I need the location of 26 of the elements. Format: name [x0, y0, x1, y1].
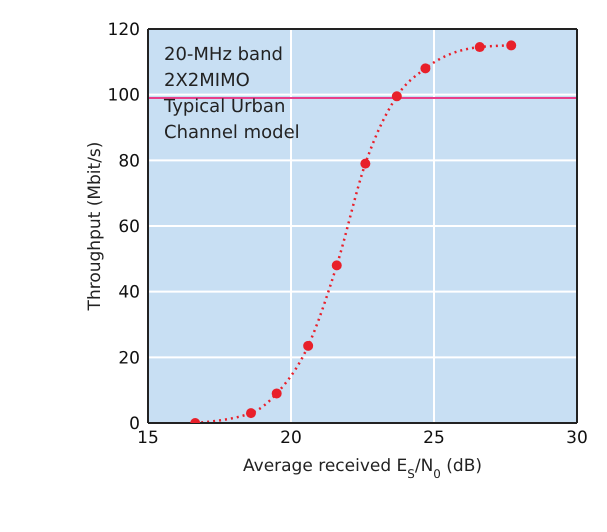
- y-tick-label: 20: [118, 348, 140, 368]
- x-tick-label: 30: [566, 428, 588, 448]
- x-tick-label: 25: [423, 428, 445, 448]
- point: [420, 63, 430, 74]
- annotation: 20-MHz band: [164, 43, 284, 67]
- y-tick-label: 40: [118, 282, 140, 303]
- y-tick-label: 120: [108, 20, 140, 40]
- x-tick-label: 15: [137, 428, 159, 448]
- point: [303, 340, 314, 351]
- y-tick-label: 60: [118, 217, 140, 238]
- point: [392, 91, 402, 102]
- point: [360, 158, 370, 169]
- point: [332, 260, 342, 270]
- point: [246, 408, 256, 418]
- x-axis-title: Average received E$_{S}$/N$_{0}$ (dB): [243, 456, 482, 481]
- y-axis-title: Throughput (Mbit/s): [85, 142, 105, 312]
- y-tick-label: 0: [129, 414, 140, 434]
- annotation: Typical Urban: [164, 95, 286, 119]
- annotation: 2X2MIMO: [164, 69, 251, 93]
- y-tick-label: 100: [108, 86, 140, 106]
- point: [506, 40, 516, 50]
- x-tick-label: 20: [280, 428, 302, 448]
- point: [272, 388, 282, 398]
- annotation: Channel model: [164, 121, 300, 145]
- y-tick-label: 80: [118, 151, 140, 172]
- point: [474, 42, 485, 52]
